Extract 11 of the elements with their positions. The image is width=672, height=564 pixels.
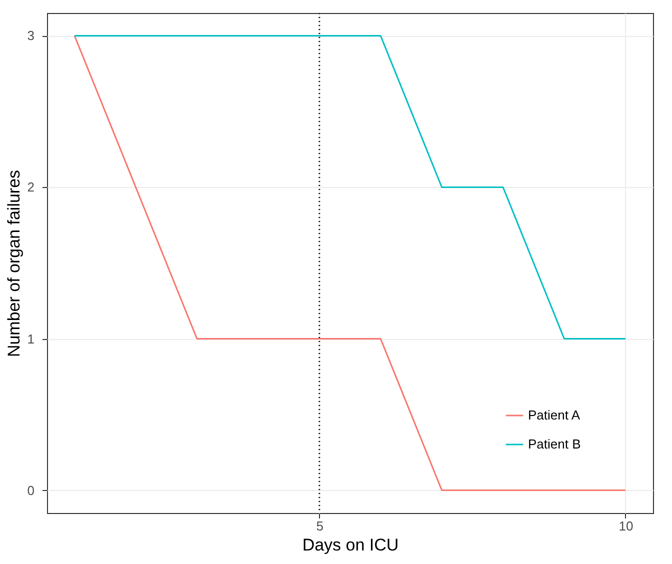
legend-label: Patient A	[528, 408, 580, 422]
legend-label: Patient B	[528, 436, 581, 452]
y-axis-title: Number of organ failures	[4, 170, 24, 358]
y-tick-label: 2	[27, 180, 34, 195]
x-tick-label: 5	[316, 518, 324, 534]
x-tick-label: 10	[618, 518, 634, 534]
y-tick-label: 1	[27, 331, 34, 346]
x-axis-title: Days on ICU	[302, 536, 399, 554]
y-tick-label: 0	[27, 482, 34, 498]
line-series	[74, 34, 626, 492]
y-tick-label: 3	[27, 28, 34, 44]
